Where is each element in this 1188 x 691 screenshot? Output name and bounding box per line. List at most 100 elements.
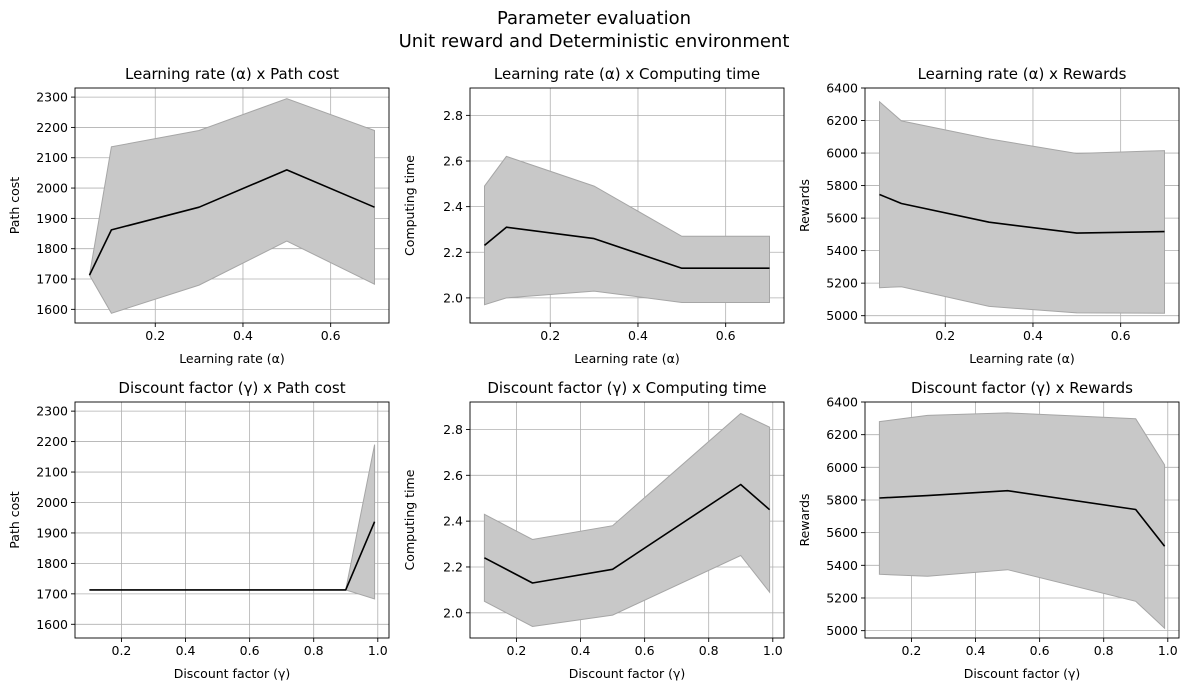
x-tick-label: 0.8 [699,643,719,658]
x-tick-label: 0.8 [1094,643,1114,658]
y-tick-label: 2.2 [443,245,463,260]
y-tick-label: 2.8 [443,422,463,437]
y-tick-label: 2200 [36,434,68,449]
y-tick-label: 6200 [826,113,858,128]
y-axis-label: Rewards [797,493,812,546]
subplot-5: 0.2 0.4 0.6 0.8 1.0 2.0 2.2 2.4 2.6 2.8 Discount f… [402,379,785,681]
x-axis-label: Discount factor (γ) [174,666,291,681]
x-tick-label: 0.6 [321,328,341,343]
y-tick-label: 1900 [36,525,68,540]
y-tick-label: 6400 [826,395,858,410]
y-tick-label: 2.6 [443,468,463,483]
subplot-title: Discount factor (γ) x Computing time [487,379,766,397]
y-tick-label: 1900 [36,211,68,226]
y-tick-label: 5200 [826,590,858,605]
x-tick-label: 0.4 [176,643,196,658]
confidence-band [483,412,771,628]
y-tick-label: 5000 [826,623,858,638]
y-tick-label: 2.4 [443,199,463,214]
x-tick-label: 0.2 [112,643,132,658]
figure-title-line-2: Unit reward and Deterministic environmen… [398,31,790,52]
figure-title: Parameter evaluation Unit reward and Det… [0,7,1188,53]
subplot-title: Learning rate (α) x Rewards [918,65,1127,83]
subplot-title: Discount factor (γ) x Rewards [911,379,1133,397]
x-axis-label: Discount factor (γ) [964,666,1081,681]
subplot-6: 0.2 0.4 0.6 0.8 1.0 5000 5200 5400 5600 5800 6000 6… [797,379,1180,681]
y-tick-label: 1700 [36,586,68,601]
mean-line [88,169,375,276]
x-tick-label: 0.8 [304,643,324,658]
y-tick-label: 1600 [36,617,68,632]
y-tick-label: 2000 [36,495,68,510]
y-tick-label: 2.0 [443,605,463,620]
y-tick-label: 5800 [826,178,858,193]
x-axis-label: Learning rate (α) [179,351,285,366]
x-tick-label: 0.2 [145,328,165,343]
x-tick-label: 0.2 [540,328,560,343]
x-tick-label: 1.0 [1158,643,1178,658]
y-tick-label: 6000 [826,146,858,161]
axes-frame [864,401,1180,639]
y-tick-label: 6200 [826,427,858,442]
mean-line [484,483,771,584]
y-tick-label: 2100 [36,150,68,165]
y-tick-label: 5600 [826,211,858,226]
y-tick-label: 2000 [36,181,68,196]
y-tick-label: 5200 [826,276,858,291]
confidence-band [879,100,1165,314]
y-tick-label: 2.2 [443,559,463,574]
x-tick-label: 0.2 [935,328,955,343]
y-tick-label: 1700 [36,272,68,287]
x-tick-label: 0.2 [902,643,922,658]
y-tick-label: 6000 [826,460,858,475]
axes-frame [469,401,785,639]
subplot-4: 0.2 0.4 0.6 0.8 1.0 1600 1700 1800 1900 2000 2100 2… [7,379,390,681]
mean-line [879,193,1165,234]
x-axis-label: Discount factor (γ) [569,666,686,681]
confidence-band [878,412,1166,630]
x-tick-label: 0.4 [966,643,986,658]
y-tick-label: 2.6 [443,154,463,169]
axes-frame [469,87,785,324]
y-tick-label: 2.4 [443,514,463,529]
y-tick-label: 2300 [36,90,68,105]
x-tick-label: 0.6 [1030,643,1050,658]
y-tick-label: 5000 [826,308,858,323]
y-tick-label: 6400 [826,81,858,96]
y-tick-label: 5400 [826,243,858,258]
axes-frame [74,401,390,639]
subplot-3: 0.2 0.4 0.6 5000 5200 5400 5600 5800 6000 6200 640… [797,65,1180,366]
y-tick-label: 2100 [36,465,68,480]
y-tick-label: 1800 [36,241,68,256]
figure-title-line-1: Parameter evaluation [496,8,692,29]
subplot-title: Discount factor (γ) x Path cost [118,379,345,397]
y-tick-label: 1600 [36,302,68,317]
y-tick-label: 5800 [826,492,858,507]
mean-line [483,226,770,270]
y-tick-label: 2300 [36,404,68,419]
y-tick-label: 2.0 [443,290,463,305]
x-tick-label: 0.6 [716,328,736,343]
axes-frame [864,87,1180,324]
x-tick-label: 0.4 [233,328,253,343]
x-tick-label: 0.4 [628,328,648,343]
x-axis-label: Learning rate (α) [969,351,1075,366]
subplot-1: 0.2 0.4 0.6 1600 1700 1800 1900 2000 2100 2200 230… [7,65,390,366]
y-tick-label: 2200 [36,120,68,135]
x-tick-label: 0.4 [1023,328,1043,343]
subplot-title: Learning rate (α) x Computing time [494,65,760,83]
axes-frame [74,87,390,324]
y-tick-label: 1800 [36,556,68,571]
x-axis-label: Learning rate (α) [574,351,680,366]
subplot-title: Learning rate (α) x Path cost [125,65,339,83]
y-axis-label: Path cost [7,491,22,548]
x-tick-label: 1.0 [368,643,388,658]
x-tick-label: 0.6 [240,643,260,658]
x-tick-label: 0.2 [507,643,527,658]
mean-line [879,489,1166,547]
y-axis-label: Rewards [797,179,812,232]
x-tick-label: 0.6 [635,643,655,658]
y-tick-label: 5400 [826,558,858,573]
y-axis-label: Computing time [402,469,417,570]
confidence-band [88,98,375,314]
